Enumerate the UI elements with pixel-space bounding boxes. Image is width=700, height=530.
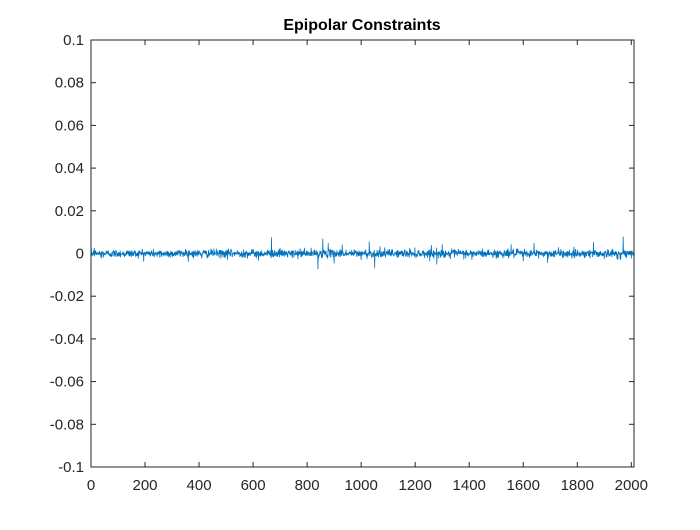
x-tick-label: 600 [241, 477, 266, 494]
x-tick-label: 800 [295, 477, 320, 494]
x-tick-label: 1600 [507, 477, 540, 494]
series-group [90, 236, 635, 270]
y-tick-label: 0.1 [63, 32, 84, 49]
chart-title: Epipolar Constraints [283, 17, 440, 34]
x-tick-label: 200 [133, 477, 158, 494]
y-tick-label: -0.08 [50, 416, 84, 433]
x-tick-label: 1200 [398, 477, 431, 494]
x-tick-label: 0 [87, 477, 95, 494]
x-tick-label: 1000 [344, 477, 377, 494]
y-tick-label: 0.08 [55, 75, 84, 92]
axis-tick-labels: 0 200 400 600 800 1000 1200 1400 1600 1800 2000 0.1… [50, 32, 648, 494]
y-tick-label: -0.04 [50, 331, 84, 348]
axes-box [90, 39, 635, 468]
y-tick-label: 0 [76, 246, 84, 263]
x-tick-label: 1800 [561, 477, 594, 494]
y-tick-label: -0.06 [50, 374, 84, 391]
y-tick-label: 0.04 [55, 160, 84, 177]
series-line [90, 236, 635, 270]
x-tick-label: 1400 [453, 477, 486, 494]
y-tick-label: -0.02 [50, 288, 84, 305]
x-tick-label: 400 [187, 477, 212, 494]
y-tick-label: -0.1 [58, 459, 84, 476]
y-tick-label: 0.02 [55, 203, 84, 220]
y-tick-label: 0.06 [55, 117, 84, 134]
x-tick-label: 2000 [615, 477, 648, 494]
